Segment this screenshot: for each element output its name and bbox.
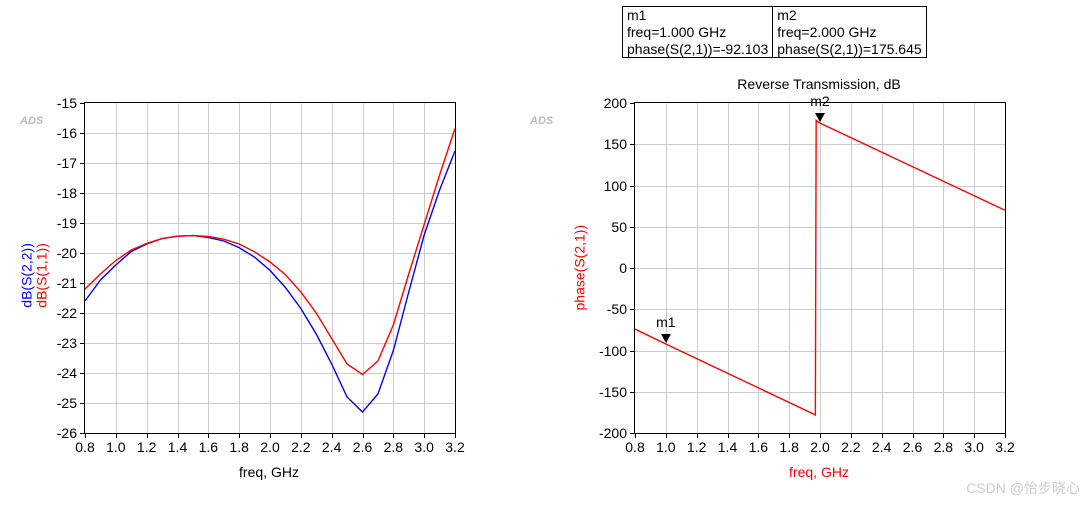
series-dB(S(2,2)) [85,151,455,412]
y-tick-label: 0 [619,260,627,276]
x-tick-label: 1.8 [229,439,248,455]
x-tick-label: 2.0 [260,439,279,455]
x-tick-label: 1.6 [749,439,768,455]
y-tick-label: -19 [57,215,77,231]
right-chart-ylabel: phase(S(2,1)) [572,218,587,318]
y-tick-label: -25 [57,395,77,411]
series-dB(S(1,1)) [85,129,455,375]
marker-m1-name: m1 [627,7,768,24]
ads-watermark-left: ADS [20,115,43,127]
x-tick-label: 1.4 [718,439,737,455]
y-tick-label: 50 [611,219,627,235]
x-tick-label: 3.0 [414,439,433,455]
y-tick-label: 200 [604,95,627,111]
y-tick-label: -50 [607,301,627,317]
x-tick-label: 2.8 [934,439,953,455]
x-tick-label: 2.4 [322,439,341,455]
x-tick-label: 2.6 [903,439,922,455]
x-tick-label: 1.4 [168,439,187,455]
left-chart-ylabel-line2: dB(S(1,1)) [35,235,50,315]
y-tick-label: 150 [604,136,627,152]
y-tick-label: -22 [57,305,77,321]
x-tick-label: 0.8 [625,439,644,455]
marker-info-box: m1 freq=1.000 GHz phase(S(2,1))=-92.103 … [622,6,927,58]
x-tick-label: 2.2 [291,439,310,455]
y-tick-label: -17 [57,155,77,171]
y-tick-label: -200 [599,425,627,441]
marker-m2-triangle-icon [815,113,825,122]
marker-m1-freq: freq=1.000 GHz [627,24,768,41]
x-tick-label: 1.0 [656,439,675,455]
marker-m2-name: m2 [777,7,921,24]
x-tick-label: 3.2 [445,439,464,455]
x-tick-label: 1.8 [779,439,798,455]
x-tick-label: 2.2 [841,439,860,455]
csdn-watermark: CSDN @怡步晓心 [966,478,1080,498]
left-chart-ylabel: dB(S(2,2)) dB(S(1,1)) [20,235,51,315]
marker-m2-value: phase(S(2,1))=175.645 [777,41,921,58]
series-phase(S(2,1)) [635,120,1005,415]
y-tick-label: -24 [57,365,77,381]
right-chart-title: Reverse Transmission, dB [634,76,1004,92]
marker-m1-triangle-icon [661,334,671,343]
x-tick-label: 1.6 [199,439,218,455]
x-tick-label: 0.8 [75,439,94,455]
right-chart-plot-area: 0.81.01.21.41.61.82.02.22.42.62.83.03.2-… [634,102,1006,434]
y-tick-label: -20 [57,245,77,261]
x-tick-label: 1.2 [137,439,156,455]
y-tick-label: -18 [57,185,77,201]
y-tick-label: -100 [599,343,627,359]
x-tick-label: 2.0 [810,439,829,455]
y-tick-label: -26 [57,425,77,441]
right-chart-ylabel-text: phase(S(2,1)) [572,218,587,318]
left-chart-plot-area: 0.81.01.21.41.61.82.02.22.42.62.83.03.2-… [84,102,456,434]
y-tick-label: -23 [57,335,77,351]
x-tick-label: 1.2 [687,439,706,455]
marker-m1-value: phase(S(2,1))=-92.103 [627,41,768,58]
x-tick-label: 3.2 [995,439,1014,455]
y-tick-label: -15 [57,95,77,111]
x-tick-label: 2.6 [353,439,372,455]
x-tick-label: 2.4 [872,439,891,455]
y-tick-label: -16 [57,125,77,141]
x-tick-label: 3.0 [964,439,983,455]
marker-m1-label: m1 [656,314,675,330]
left-chart-xlabel: freq, GHz [84,464,454,480]
right-chart-xlabel: freq, GHz [634,464,1004,480]
ads-watermark-right: ADS [530,115,553,127]
x-tick-label: 2.8 [384,439,403,455]
marker-m2-freq: freq=2.000 GHz [777,24,921,41]
y-tick-label: 100 [604,178,627,194]
left-chart-ylabel-line1: dB(S(2,2)) [20,235,35,315]
y-tick-label: -21 [57,275,77,291]
marker-m2-label: m2 [810,93,829,109]
x-tick-label: 1.0 [106,439,125,455]
y-tick-label: -150 [599,384,627,400]
